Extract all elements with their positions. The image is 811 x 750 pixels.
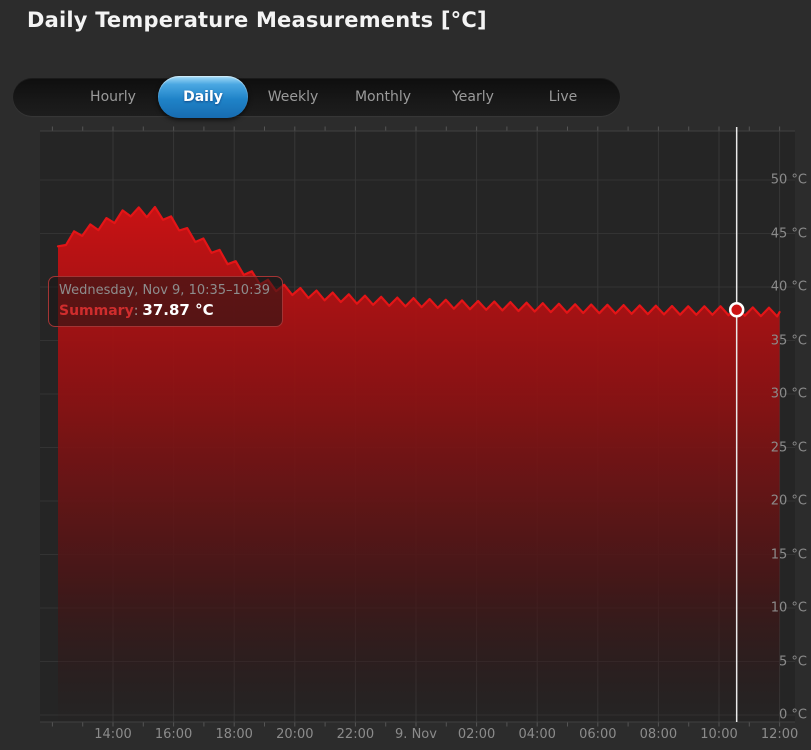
y-axis-label: 10 °C bbox=[770, 600, 807, 616]
y-axis-label: 45 °C bbox=[770, 226, 807, 241]
x-axis-label: 20:00 bbox=[276, 727, 314, 742]
x-axis-label: 06:00 bbox=[579, 727, 617, 742]
tab-weekly[interactable]: Weekly bbox=[267, 89, 319, 105]
temperature-chart[interactable]: 0 °C 5 °C 10 °C 15 °C 20 °C 25 °C 30 °C 35 °C 40… bbox=[0, 122, 811, 750]
y-axis-label: 25 °C bbox=[770, 440, 807, 455]
x-axis-label: 14:00 bbox=[94, 727, 132, 742]
x-axis-label: 12:00 bbox=[760, 727, 799, 742]
chart-canvas[interactable] bbox=[0, 122, 811, 750]
x-axis-label: 08:00 bbox=[639, 727, 678, 742]
page-title: Daily Temperature Measurements [°C] bbox=[27, 8, 487, 32]
tab-live[interactable]: Live bbox=[548, 89, 578, 105]
temperature-line bbox=[56, 205, 781, 318]
tab-monthly[interactable]: Monthly bbox=[354, 89, 412, 105]
y-axis-label: 5 °C bbox=[779, 654, 807, 669]
hover-point-marker[interactable] bbox=[728, 302, 745, 318]
tooltip-value: 37.87 °C bbox=[142, 301, 214, 319]
temperature-area-fill bbox=[58, 207, 780, 721]
x-axis-label: 18:00 bbox=[215, 727, 253, 742]
x-axis-label: 10:00 bbox=[700, 727, 738, 742]
x-axis-label: 22:00 bbox=[336, 727, 375, 742]
x-axis-label: 16:00 bbox=[154, 727, 193, 742]
y-axis-label: 50 °C bbox=[770, 172, 807, 188]
y-axis-label: 40 °C bbox=[770, 279, 807, 295]
y-axis-label: 20 °C bbox=[770, 493, 807, 509]
x-axis-label: 9. Nov bbox=[395, 727, 437, 742]
tooltip-separator: : bbox=[133, 303, 139, 319]
tab-hourly[interactable]: Hourly bbox=[90, 89, 136, 105]
y-axis-label: 30 °C bbox=[770, 386, 807, 402]
y-axis-label: 35 °C bbox=[770, 333, 807, 348]
y-axis-label: 0 °C bbox=[779, 707, 807, 723]
y-axis-label: 15 °C bbox=[770, 547, 807, 562]
x-axis-label: 04:00 bbox=[518, 727, 556, 742]
x-axis-label: 02:00 bbox=[457, 727, 496, 742]
tab-yearly[interactable]: Yearly bbox=[452, 89, 494, 105]
axis-minor-ticks bbox=[51, 126, 781, 727]
view-tabbar: Hourly Daily Weekly Monthly Yearly Live bbox=[13, 76, 620, 118]
tooltip-summary-row: Summary: 37.87 °C bbox=[59, 300, 270, 319]
tooltip-series-label: Summary bbox=[59, 303, 134, 319]
tab-daily[interactable]: Daily bbox=[158, 76, 248, 118]
tooltip-date-range: Wednesday, Nov 9, 10:35–10:39 bbox=[59, 283, 270, 298]
chart-tooltip: Wednesday, Nov 9, 10:35–10:39 Summary: 37… bbox=[48, 276, 283, 327]
